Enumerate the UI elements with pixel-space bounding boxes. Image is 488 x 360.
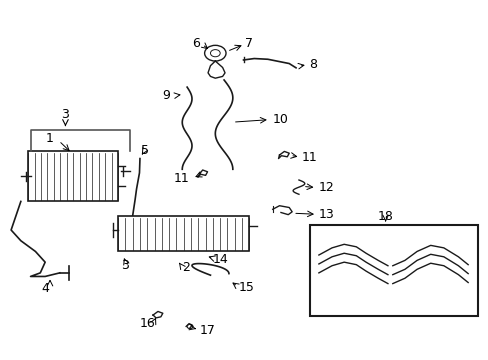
Bar [28, 152, 118, 202]
Bar [309, 225, 477, 316]
Text: 11: 11 [301, 151, 317, 165]
Text: 2: 2 [182, 261, 190, 274]
Bar [118, 216, 249, 251]
Text: 15: 15 [238, 282, 254, 294]
Text: 11: 11 [173, 172, 189, 185]
Text: 14: 14 [212, 253, 228, 266]
Text: 4: 4 [41, 283, 49, 296]
Text: 8: 8 [308, 58, 316, 71]
Text: 9: 9 [163, 89, 170, 102]
Text: 7: 7 [245, 37, 253, 50]
Text: 17: 17 [200, 324, 215, 337]
Text: 5: 5 [141, 144, 149, 157]
Text: 12: 12 [318, 181, 333, 194]
Text: 6: 6 [191, 37, 200, 50]
Text: 18: 18 [377, 210, 393, 222]
Text: 16: 16 [139, 317, 155, 330]
Text: 1: 1 [46, 132, 54, 145]
Text: 3: 3 [121, 258, 129, 271]
Text: 10: 10 [272, 113, 288, 126]
Text: 3: 3 [61, 108, 69, 121]
Text: 13: 13 [318, 208, 333, 221]
